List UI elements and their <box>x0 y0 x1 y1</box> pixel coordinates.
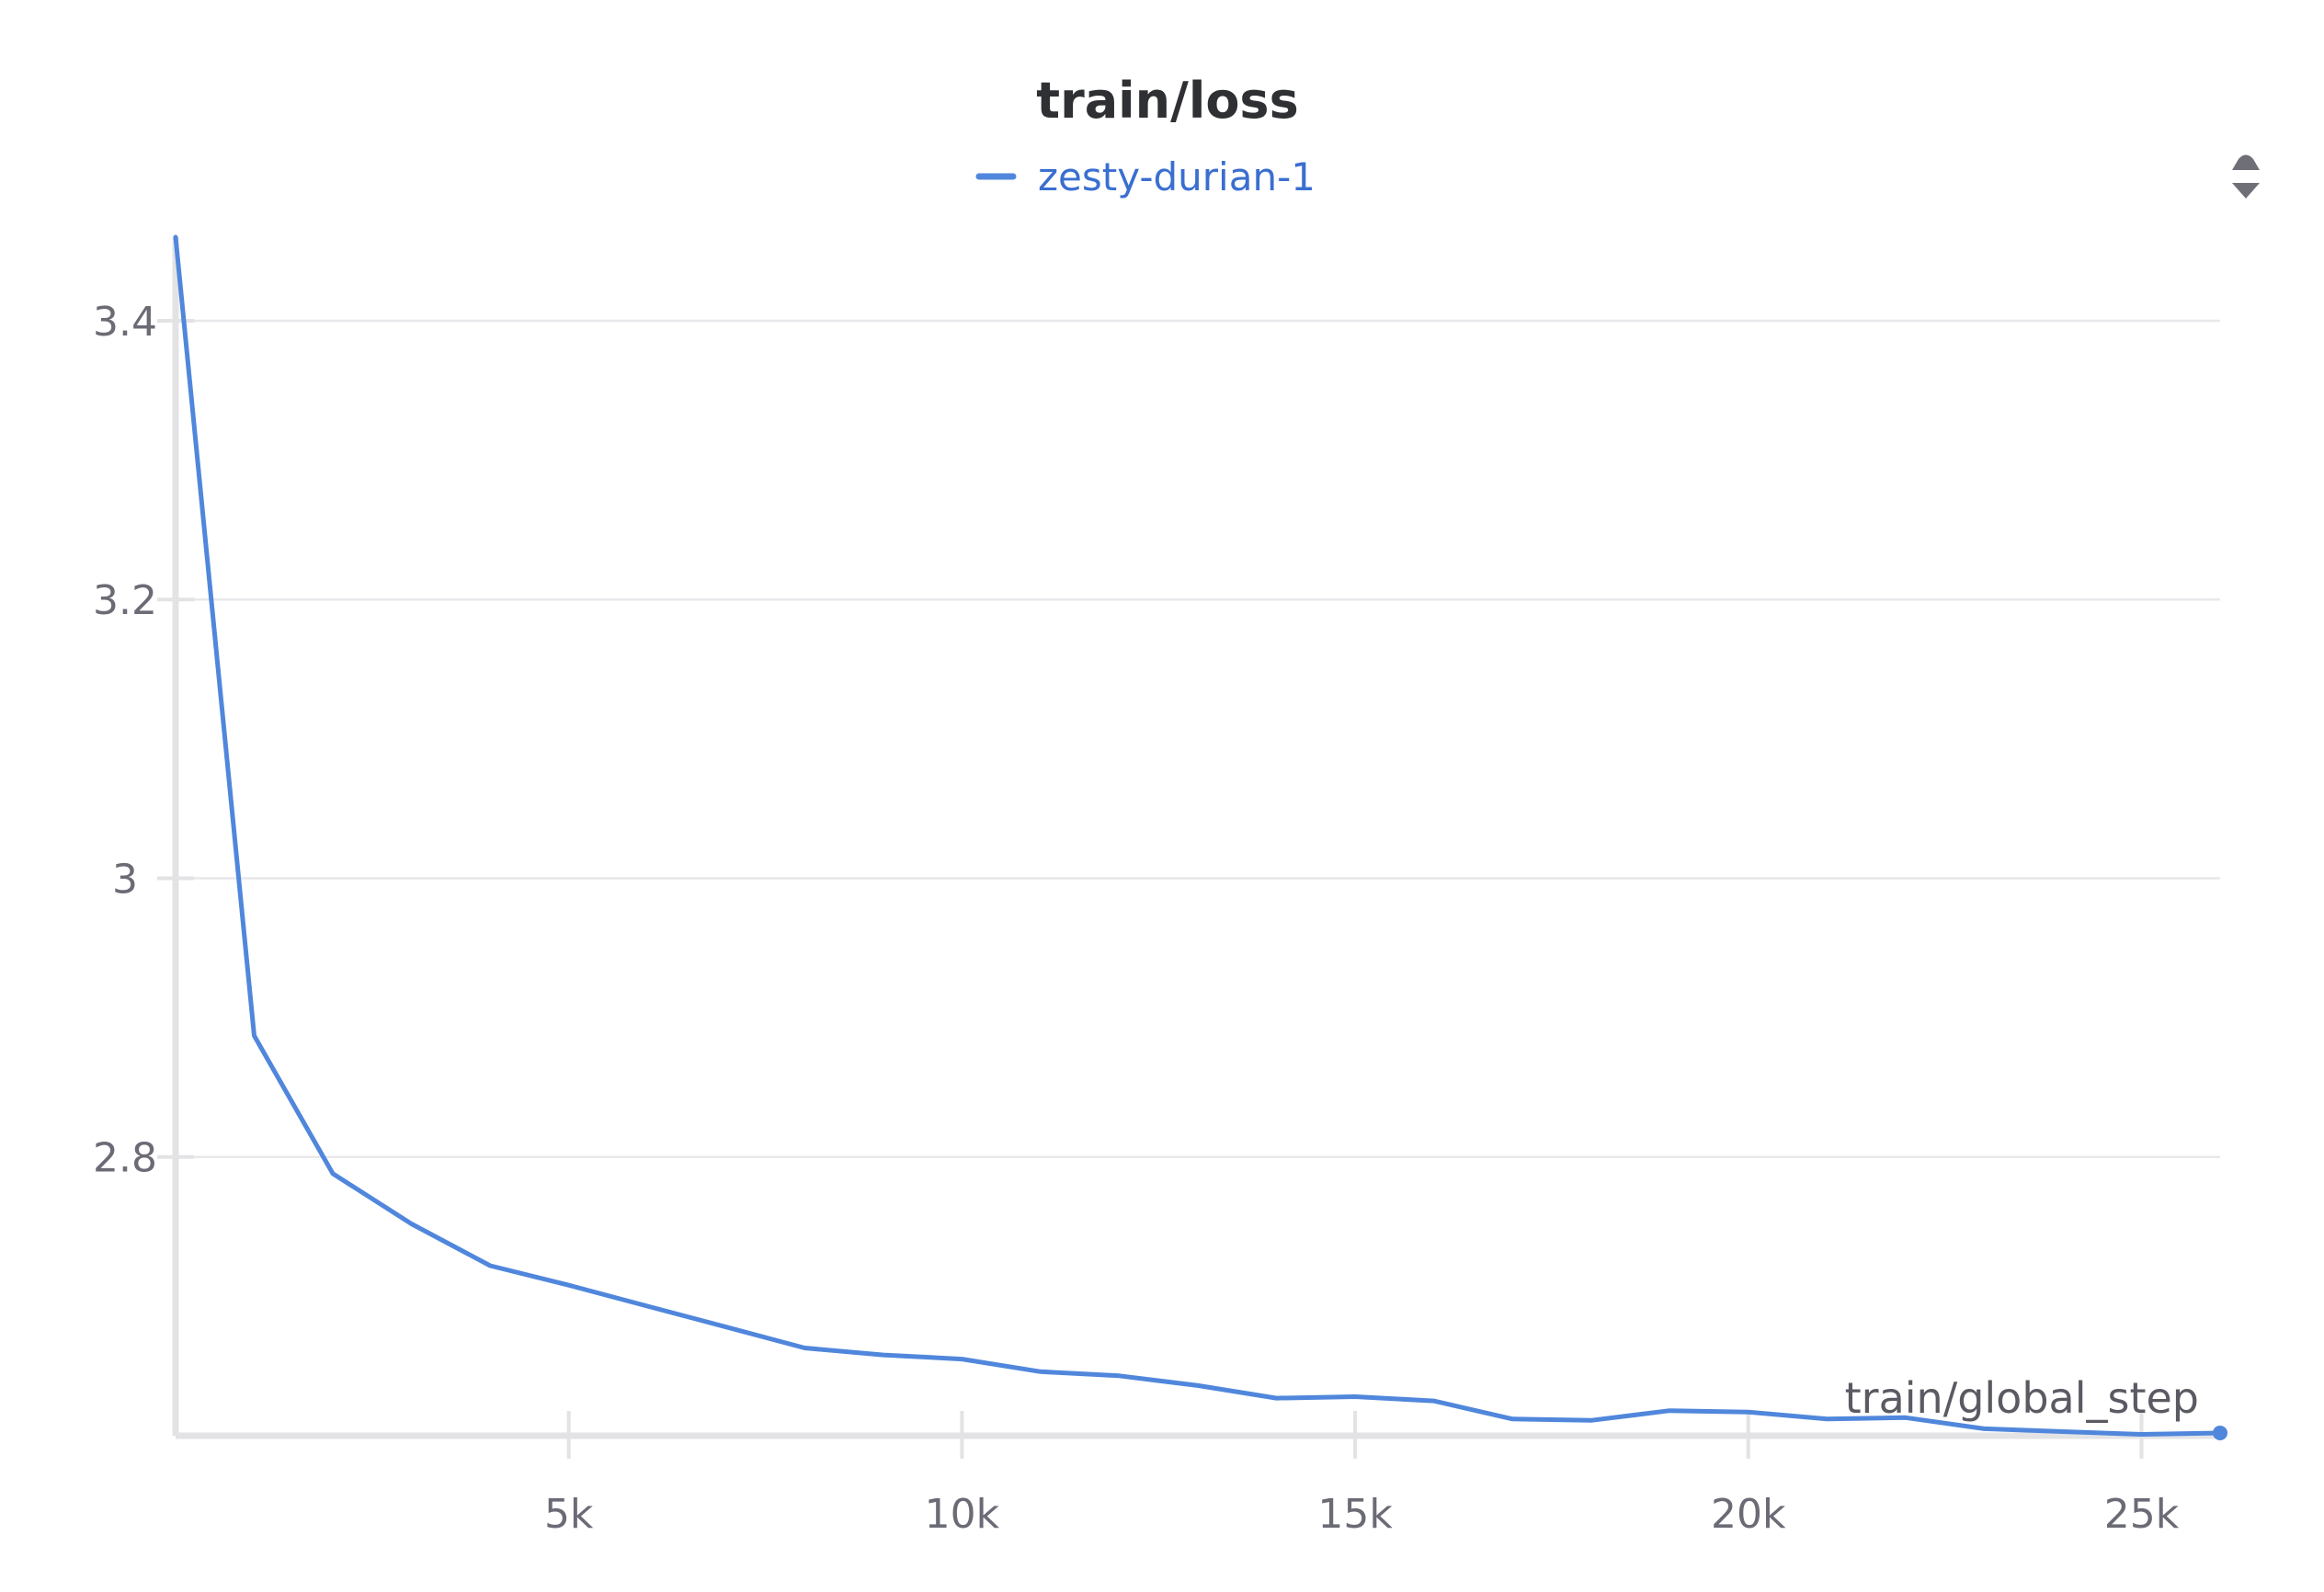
chart-title: train/loss <box>1036 72 1298 130</box>
x-tick-label: 15k <box>1317 1491 1393 1538</box>
series-layer <box>173 234 2227 1440</box>
tick-labels: 2.8 3 3.2 3.4 5k 10k 15k 20k 25k <box>93 299 2180 1538</box>
y-tick-label: 2.8 <box>93 1135 157 1182</box>
x-tick-label: 10k <box>925 1491 1000 1538</box>
grid <box>176 319 2220 1158</box>
last-point-marker <box>2213 1425 2227 1440</box>
sort-icon[interactable] <box>2218 149 2273 204</box>
axes <box>157 237 2220 1459</box>
legend[interactable]: zesty-durian-1 <box>975 154 1316 199</box>
x-axis-title: train/global_step <box>1845 1373 2199 1423</box>
legend-label: zesty-durian-1 <box>1038 154 1316 199</box>
series-line-1 <box>173 234 2223 1437</box>
y-tick-label: 3 <box>112 856 138 903</box>
x-tick-label: 20k <box>1711 1491 1786 1538</box>
y-tick-label: 3.2 <box>93 577 157 624</box>
y-tick-label: 3.4 <box>93 299 157 346</box>
x-tick-label: 5k <box>544 1491 594 1538</box>
x-tick-label: 25k <box>2104 1491 2180 1538</box>
